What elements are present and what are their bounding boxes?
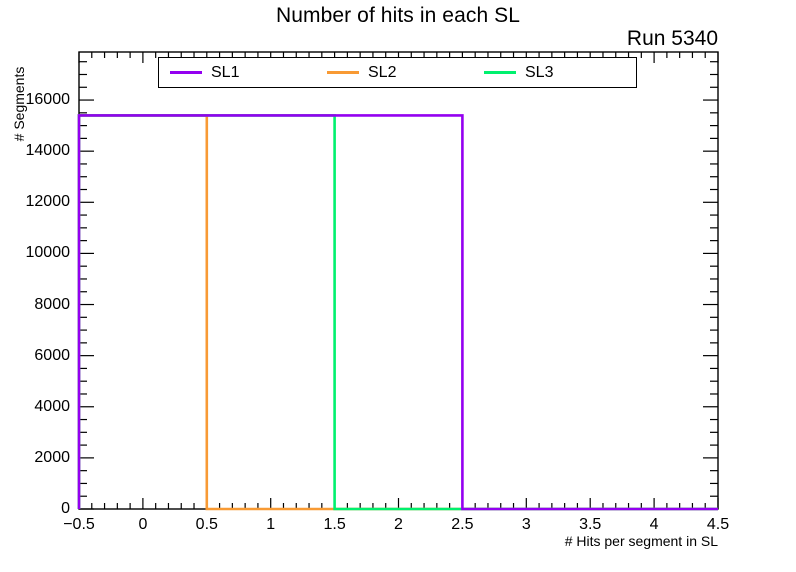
x-tick-label: 2 <box>394 516 403 533</box>
x-tick-label: 1.5 <box>323 516 346 533</box>
y-tick-label: 8000 <box>34 295 70 313</box>
legend-entry-sl1: SL1 <box>159 63 316 81</box>
legend-label-sl3: SL3 <box>525 63 554 81</box>
page-title: Number of hits in each SL <box>275 4 521 27</box>
y-tick-label: 4000 <box>34 397 70 415</box>
series-line-sl3 <box>77 114 718 511</box>
legend-swatch-sl3 <box>484 71 516 74</box>
legend-swatch-sl2 <box>327 71 359 74</box>
x-tick-label: 1 <box>266 516 276 533</box>
legend-label-sl2: SL2 <box>368 63 397 81</box>
x-tick-label: 4.5 <box>706 516 730 533</box>
y-tick-label: 16000 <box>25 91 71 109</box>
x-tick-label: 0.5 <box>195 516 218 533</box>
run-label: Run 5340 <box>626 27 718 50</box>
x-axis-ticks <box>78 52 719 509</box>
y-tick-label: 12000 <box>25 193 71 211</box>
y-tick-label: 10000 <box>25 244 71 262</box>
y-tick-label: 6000 <box>34 346 70 364</box>
plot-frame <box>78 51 719 510</box>
x-tick-label: 3 <box>521 516 531 533</box>
legend-label-sl1: SL1 <box>211 63 240 81</box>
y-axis-ticks <box>79 61 718 510</box>
legend-entry-sl2: SL2 <box>316 63 473 81</box>
y-tick-label: 14000 <box>25 142 71 160</box>
y-tick-label: 2000 <box>34 448 70 466</box>
series-line-sl1 <box>77 114 718 511</box>
x-tick-label: 4 <box>649 516 659 533</box>
x-tick-label: 0 <box>138 516 148 533</box>
series-line-sl2 <box>77 114 718 511</box>
x-tick-label: 3.5 <box>579 516 602 533</box>
x-tick-label: 2.5 <box>451 516 474 533</box>
x-tick-label: −0.5 <box>63 516 95 533</box>
legend-swatch-sl1 <box>170 71 202 74</box>
legend-entry-sl3: SL3 <box>473 63 630 81</box>
y-tick-label: 0 <box>61 500 70 517</box>
x-axis-label: # Hits per segment in SL <box>564 533 718 549</box>
legend: SL1 SL2 SL3 <box>158 57 637 88</box>
